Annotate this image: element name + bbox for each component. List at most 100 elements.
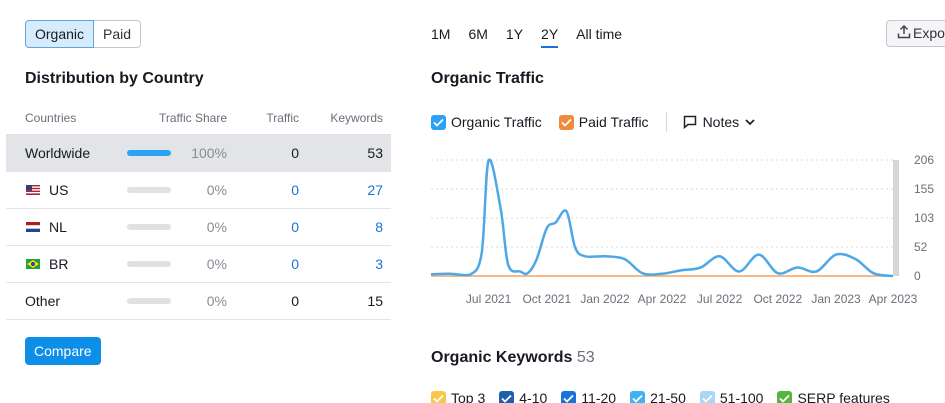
traffic-share: 0% (206, 219, 227, 235)
y-tick-label: 52 (914, 240, 928, 254)
checkbox-checked-icon (561, 390, 577, 403)
keyword-position-label: 4-10 (519, 390, 548, 403)
keyword-position-label: 21-50 (650, 390, 686, 403)
organic-traffic-chart[interactable]: 206 155 103 52 0 Jul 2021 Oct 2021 Jan 2022 Apr … (431, 150, 945, 310)
checkbox-checked-icon (630, 390, 646, 403)
tab-all-time[interactable]: All time (576, 26, 623, 42)
tab-1y[interactable]: 1Y (505, 26, 524, 42)
table-row[interactable]: Other 0% 0 15 (6, 283, 391, 320)
tab-6m[interactable]: 6M (468, 26, 488, 42)
x-tick-label: Apr 2022 (638, 292, 687, 306)
checkbox-checked-icon (777, 390, 793, 403)
x-tick-label: Jul 2022 (697, 292, 743, 306)
us-flag-icon (26, 185, 40, 195)
notes-icon (683, 115, 697, 129)
checkbox-checked-icon (431, 114, 446, 130)
keyword-position-label: 51-100 (719, 390, 764, 403)
x-tick-label: Jan 2022 (580, 292, 630, 306)
tab-1m[interactable]: 1M (431, 26, 451, 42)
table-row[interactable]: BR 0% 0 3 (6, 246, 391, 283)
checkbox-checked-icon (431, 390, 446, 403)
traffic-share: 0% (206, 182, 227, 198)
keyword-position-toggle[interactable]: 11-20 (561, 390, 616, 403)
y-tick-label: 155 (914, 182, 934, 196)
organic-traffic-line (431, 158, 894, 278)
paid-toggle-button[interactable]: Paid (94, 20, 142, 48)
header-keywords[interactable]: Keywords (330, 111, 383, 125)
header-traffic[interactable]: Traffic (266, 111, 299, 125)
paid-traffic-toggle[interactable]: Paid Traffic (558, 114, 649, 130)
keywords-link[interactable]: 27 (367, 182, 383, 198)
organic-traffic-title: Organic Traffic (431, 70, 544, 87)
share-bar (127, 298, 171, 304)
organic-keywords-title: Organic Keywords 53 (431, 349, 595, 367)
keywords-link[interactable]: 8 (375, 219, 383, 235)
traffic-share: 0% (206, 256, 227, 272)
country-name: US (49, 182, 69, 198)
keywords-value: 53 (367, 145, 383, 161)
tab-2y[interactable]: 2Y (541, 26, 559, 48)
keyword-position-label: Top 3 (451, 390, 486, 403)
table-row[interactable]: Worldwide 100% 0 53 (6, 135, 391, 172)
keyword-position-label: 11-20 (581, 390, 617, 403)
share-bar (127, 261, 171, 267)
country-name: NL (49, 219, 67, 235)
nl-flag-icon (26, 222, 40, 232)
organic-keywords-label: Organic Keywords (431, 349, 573, 366)
organic-keywords-count: 53 (576, 349, 595, 366)
country-name: BR (49, 256, 69, 272)
share-bar (127, 224, 171, 230)
notes-dropdown[interactable]: Notes (683, 114, 756, 130)
header-countries: Countries (25, 111, 77, 125)
country-table: Countries Traffic Share Traffic Keywords… (6, 100, 391, 320)
organic-paid-toggle: Organic Paid (25, 20, 142, 48)
traffic-link[interactable]: 0 (291, 256, 299, 272)
share-bar (127, 187, 171, 193)
traffic-value: 0 (291, 293, 299, 309)
upload-icon (897, 22, 913, 47)
organic-traffic-label: Organic Traffic (451, 114, 542, 130)
x-tick-label: Oct 2022 (753, 292, 802, 306)
x-tick-label: Oct 2021 (522, 292, 571, 306)
export-button[interactable]: Expo (886, 20, 945, 47)
period-tabs: 1M 6M 1Y 2Y All time (431, 26, 640, 48)
paid-traffic-label: Paid Traffic (578, 114, 649, 130)
traffic-link[interactable]: 0 (291, 182, 299, 198)
keyword-position-toggle[interactable]: 51-100 (699, 390, 764, 403)
traffic-legend: Organic Traffic Paid Traffic Notes (431, 112, 755, 132)
keywords-link[interactable]: 3 (375, 256, 383, 272)
y-tick-label: 0 (914, 269, 921, 283)
keywords-legend: Top 3 4-10 11-20 21-50 51-100 SERP features (431, 390, 904, 403)
legend-divider (665, 112, 667, 132)
keyword-position-label: SERP features (797, 390, 890, 403)
table-row[interactable]: NL 0% 0 8 (6, 209, 391, 246)
header-traffic-share[interactable]: Traffic Share (158, 111, 227, 125)
export-label: Expo (913, 25, 945, 41)
table-row[interactable]: US 0% 0 27 (6, 172, 391, 209)
organic-toggle-button[interactable]: Organic (25, 20, 95, 48)
distribution-title: Distribution by Country (25, 70, 204, 87)
keyword-position-toggle[interactable]: 21-50 (630, 390, 686, 403)
traffic-value: 0 (291, 145, 299, 161)
y-tick-label: 103 (914, 211, 934, 225)
keywords-value: 15 (367, 293, 383, 309)
checkbox-checked-icon (558, 114, 574, 130)
traffic-link[interactable]: 0 (291, 219, 299, 235)
y-tick-label: 206 (914, 153, 934, 167)
traffic-share: 100% (191, 145, 227, 161)
table-header: Countries Traffic Share Traffic Keywords (6, 100, 391, 135)
notes-label: Notes (702, 114, 740, 130)
chevron-down-icon (745, 118, 755, 126)
share-bar-fill (127, 150, 171, 156)
checkbox-checked-icon (499, 390, 515, 403)
compare-button[interactable]: Compare (25, 337, 101, 365)
keyword-position-toggle[interactable]: 4-10 (499, 390, 547, 403)
keyword-position-toggle[interactable]: SERP features (777, 390, 890, 403)
organic-traffic-toggle[interactable]: Organic Traffic (431, 114, 542, 130)
keyword-position-toggle[interactable]: Top 3 (431, 390, 485, 403)
x-tick-label: Jul 2021 (466, 292, 512, 306)
x-tick-label: Jan 2023 (811, 292, 861, 306)
chart-range-handle (893, 160, 899, 276)
share-bar (127, 150, 171, 156)
x-tick-label: Apr 2023 (869, 292, 918, 306)
